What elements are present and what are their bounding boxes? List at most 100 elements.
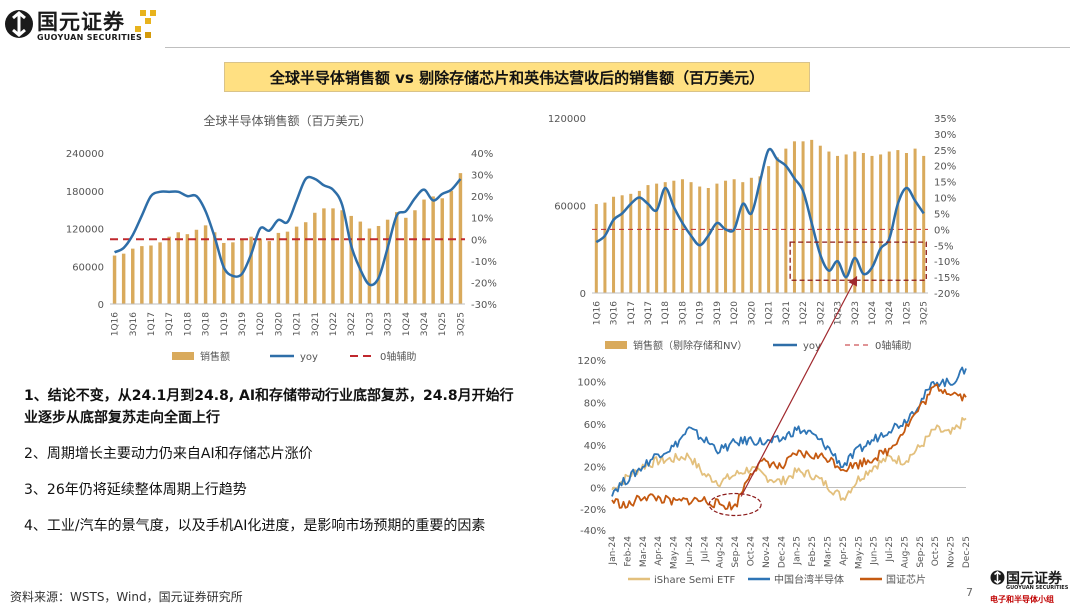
y-left-tick-label: 60000 — [72, 262, 104, 273]
x-tick-label: 3Q21 — [782, 301, 792, 325]
legend-taiwan-label: 中国台湾半导体 — [774, 573, 844, 586]
bar — [861, 153, 865, 293]
x-tick-label: Nov-24 — [762, 536, 772, 568]
y-right-tick-label: -5% — [934, 241, 953, 252]
bar — [385, 219, 390, 304]
logo-square-icon — [145, 18, 151, 24]
y-left-tick-label: 120000 — [66, 225, 104, 236]
yoy-line — [595, 147, 925, 279]
bar — [149, 245, 153, 304]
legend-yoy-label: yoy — [803, 341, 821, 352]
x-tick-label: Jan-25 — [793, 536, 803, 566]
bar — [231, 242, 235, 304]
bar — [112, 255, 117, 304]
bar — [775, 157, 779, 293]
footer-logo-cn: 国元证券 — [1006, 571, 1062, 587]
bullet-1: 1、结论不变，从24.1月到24.8, AI和存储带动行业底部复苏，24.8月开… — [24, 388, 514, 426]
x-tick-label: 1Q23 — [365, 312, 375, 336]
y-left-tick-label: 0 — [580, 289, 586, 300]
y-right-tick-label: 0% — [471, 235, 487, 246]
x-tick-label: Nov-25 — [947, 536, 957, 568]
x-tick-label: Dec-24 — [777, 536, 787, 568]
x-tick-label: 3Q16 — [129, 312, 139, 337]
logo-mark-icon — [5, 10, 33, 38]
logo-square-icon — [135, 26, 141, 32]
bar — [313, 212, 317, 304]
bar — [913, 148, 917, 293]
guoyuan-logo: 国元证券 GUOYUAN SECURITIES — [4, 6, 164, 46]
bar — [818, 145, 822, 293]
bar — [131, 248, 135, 304]
y-tick-label: 40% — [584, 441, 606, 452]
x-tick-label: 1Q16 — [592, 301, 602, 326]
y-tick-label: 60% — [584, 420, 606, 431]
x-tick-label: 3Q19 — [238, 312, 248, 337]
bar — [844, 154, 848, 293]
bar — [303, 222, 308, 304]
x-tick-label: Mar-25 — [823, 536, 833, 567]
x-tick-label: Jul-24 — [700, 536, 710, 563]
bar — [167, 236, 171, 304]
legend-ref-label: 0轴辅助 — [875, 339, 911, 352]
x-tick-label: Apr-24 — [654, 536, 664, 566]
y-tick-label: 0% — [590, 484, 606, 495]
bar — [836, 155, 840, 293]
page-number: 7 — [966, 586, 973, 599]
bar — [655, 183, 659, 293]
slide-title: 全球半导体销售额 vs 剔除存储芯片和英伟达营收后的销售额（百万美元） — [224, 62, 810, 92]
y-left-tick-label: 240000 — [66, 149, 104, 160]
x-tick-label: 3Q20 — [274, 312, 284, 337]
x-tick-label: Aug-24 — [716, 536, 726, 569]
bar — [440, 198, 444, 304]
bar — [395, 212, 399, 304]
x-tick-label: Feb-24 — [623, 536, 633, 567]
x-tick-label: Mar-24 — [639, 536, 649, 567]
bar — [637, 190, 641, 293]
bar — [879, 154, 883, 293]
bar — [331, 208, 335, 304]
bar — [904, 153, 908, 293]
x-tick-label: 1Q23 — [834, 301, 844, 325]
bar — [706, 188, 710, 293]
x-tick-label: Sep-25 — [916, 536, 926, 568]
y-tick-label: -20% — [580, 505, 606, 516]
y-left-tick-label: 180000 — [66, 187, 104, 198]
x-tick-label: Jan-24 — [608, 536, 618, 566]
highlight-arrow — [740, 275, 858, 497]
bar — [340, 210, 344, 304]
bar — [680, 179, 684, 293]
x-tick-label: 3Q21 — [311, 312, 321, 336]
bar — [741, 182, 745, 293]
y-tick-label: -40% — [580, 526, 606, 537]
logo-cn-text: 国元证券 — [37, 10, 125, 34]
legend-yoy-label: yoy — [300, 352, 318, 363]
bar — [758, 176, 762, 293]
x-tick-label: 1Q24 — [868, 301, 878, 326]
x-tick-label: 1Q17 — [147, 312, 157, 336]
bar — [870, 155, 874, 293]
y-right-tick-label: 20% — [934, 162, 956, 173]
legend-bar-label: 销售额（剔除存储和NV） — [633, 339, 747, 352]
legend-bar-swatch — [172, 352, 194, 360]
y-right-tick-label: -20% — [471, 278, 497, 289]
bar — [646, 185, 650, 293]
x-tick-label: Jun-24 — [685, 536, 695, 566]
x-tick-label: Oct-24 — [747, 536, 757, 567]
x-tick-label: 3Q23 — [851, 301, 861, 325]
footer-logo-tag: 电子和半导体小组 — [990, 595, 1054, 604]
y-left-tick-label: 120000 — [548, 114, 586, 125]
header-divider — [165, 47, 1070, 48]
bullet-2: 2、周期增长主要动力仍来自AI和存储芯片涨价 — [24, 446, 313, 462]
bullet-4: 4、工业/汽车的景气度，以及手机AI化进度，是影响市场预期的重要的因素 — [24, 518, 486, 534]
bar — [185, 234, 190, 304]
bar — [249, 236, 253, 304]
bar — [449, 190, 454, 304]
x-tick-label: 1Q25 — [438, 312, 448, 336]
bar — [724, 180, 728, 293]
x-tick-label: 3Q18 — [678, 301, 688, 326]
x-tick-label: 1Q21 — [293, 312, 303, 336]
bar — [203, 225, 208, 304]
bar — [887, 151, 891, 293]
bar — [349, 215, 353, 304]
ishare-semi-line — [611, 417, 967, 501]
